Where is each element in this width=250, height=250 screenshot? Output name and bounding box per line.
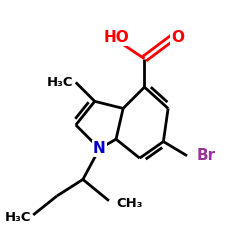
Text: Br: Br — [196, 148, 216, 163]
Text: CH₃: CH₃ — [116, 197, 142, 210]
Text: O: O — [171, 30, 184, 45]
Text: H₃C: H₃C — [4, 211, 31, 224]
Text: HO: HO — [103, 30, 129, 45]
Text: H₃C: H₃C — [47, 76, 74, 89]
Text: N: N — [93, 141, 106, 156]
